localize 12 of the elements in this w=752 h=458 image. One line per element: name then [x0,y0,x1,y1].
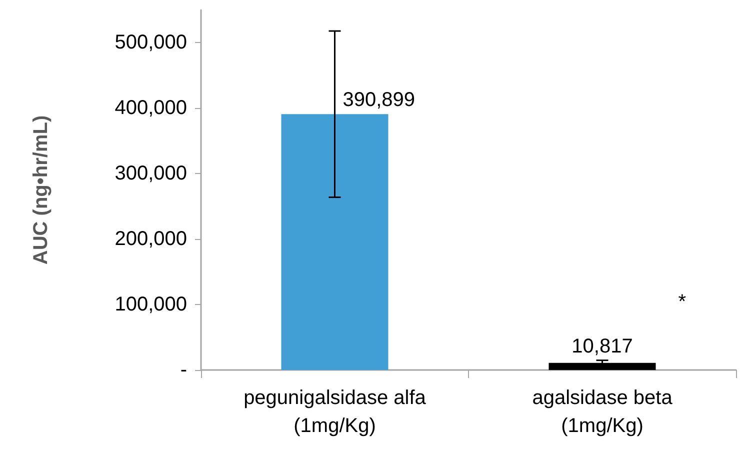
y-tick-label: 300,000 [114,162,187,185]
y-tick-label: 200,000 [114,228,187,250]
x-tick-label: agalsidase beta (1mg/Kg) [532,387,674,437]
y-tick-label: 400,000 [114,97,187,120]
data-label: 10,817 [572,335,633,358]
y-tick-label: - [180,359,187,381]
y-axis-title: AUC (ng•hr/mL) [30,115,52,265]
y-tick-label: 500,000 [114,32,187,54]
data-label: 390,899 [342,89,416,112]
annotation: * [678,291,686,313]
x-tick-label: pegunigalsidase alfa (1mg/Kg) [244,387,427,437]
y-tick-label: 100,000 [114,294,187,316]
